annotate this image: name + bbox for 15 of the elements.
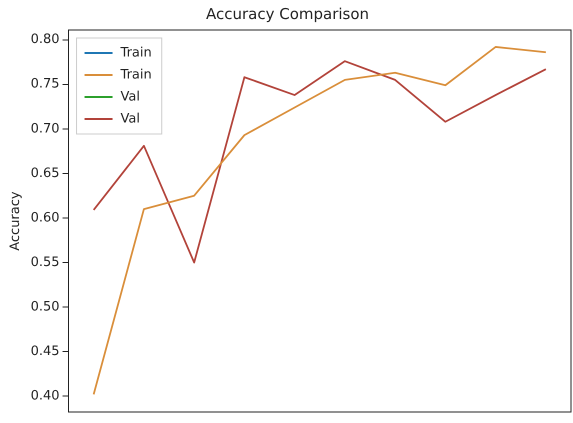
y-tick-label: 0.50 — [30, 299, 60, 314]
legend-label: Val — [120, 89, 140, 104]
y-tick-label: 0.55 — [30, 254, 60, 270]
chart-title: Accuracy Comparison — [206, 4, 370, 23]
y-axis-title: Accuracy — [8, 191, 24, 251]
legend-label: Train — [120, 67, 152, 82]
y-tick-label: 0.65 — [30, 166, 60, 181]
legend-label: Val — [120, 111, 140, 126]
legend-label: Train — [120, 45, 152, 60]
y-tick-label: 0.45 — [30, 344, 60, 359]
y-tick-label: 0.80 — [30, 32, 60, 48]
y-tick-label: 0.40 — [30, 388, 60, 404]
y-tick-label: 0.60 — [30, 210, 60, 226]
y-tick-label: 0.75 — [30, 76, 60, 92]
y-tick-label: 0.70 — [30, 121, 60, 136]
